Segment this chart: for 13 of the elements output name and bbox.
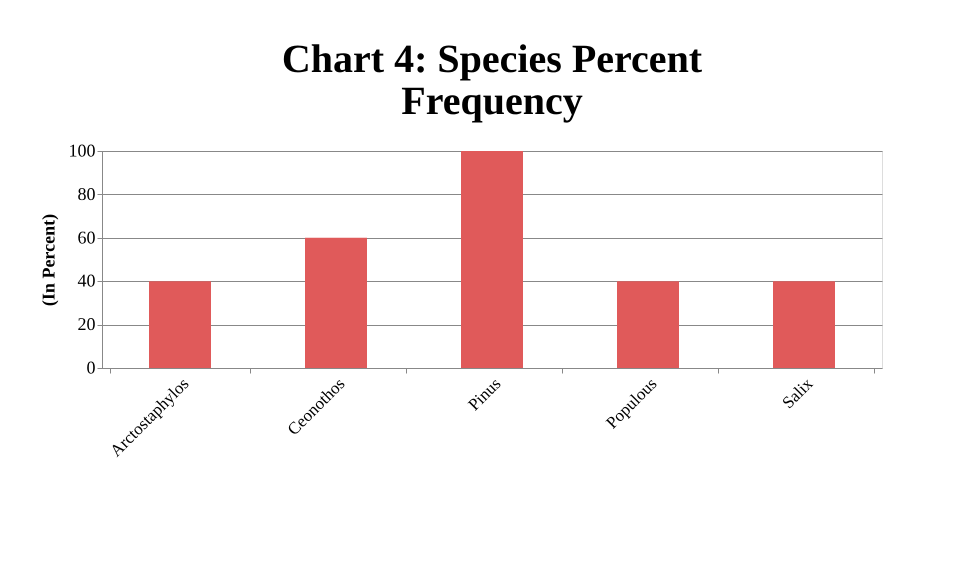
y-tick-label: 20 bbox=[78, 314, 96, 334]
chart-title: Chart 4: Species Percent Frequency bbox=[282, 36, 703, 123]
y-tick-label: 0 bbox=[86, 358, 96, 378]
bar bbox=[305, 238, 367, 368]
bar bbox=[773, 281, 835, 368]
bar bbox=[149, 281, 211, 368]
bar bbox=[617, 281, 679, 368]
y-axis-title: (In Percent) bbox=[38, 214, 58, 306]
y-tick-label: 40 bbox=[78, 270, 96, 291]
y-tick-label: 100 bbox=[68, 140, 96, 160]
y-tick-label: 60 bbox=[78, 227, 96, 248]
bar bbox=[461, 151, 523, 368]
y-tick-label: 80 bbox=[78, 184, 96, 204]
